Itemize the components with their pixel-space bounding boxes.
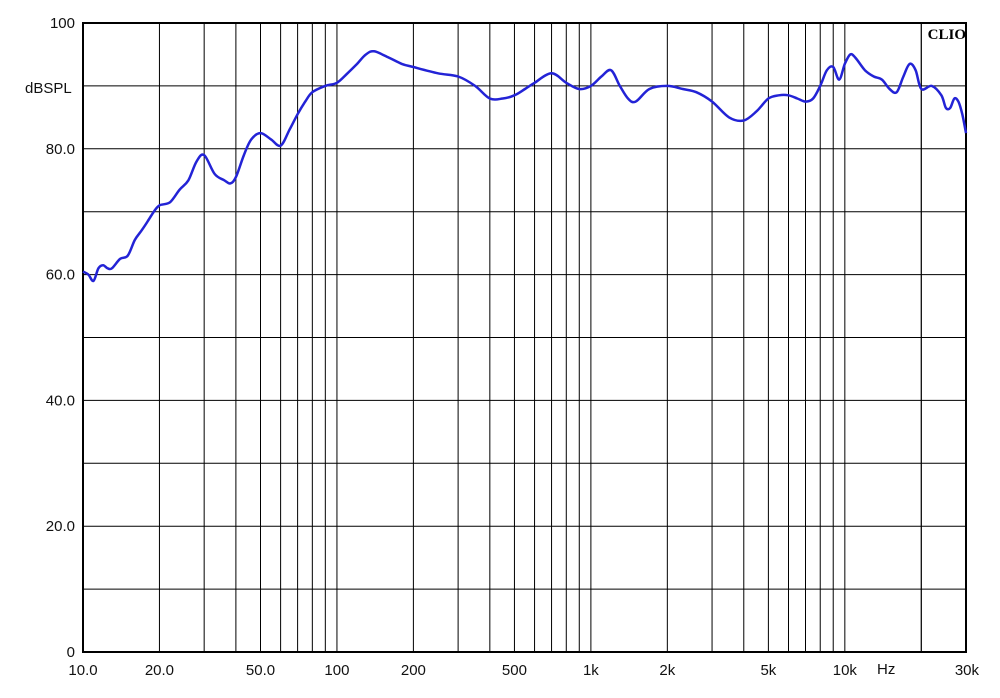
x-tick-label: 100	[324, 662, 349, 679]
x-tick-label: 10.0	[68, 662, 97, 679]
x-tick-label: 2k	[659, 662, 675, 679]
response-curve	[82, 49, 968, 283]
y-tick-label: 100	[50, 15, 75, 32]
grid-lines	[83, 23, 966, 652]
x-tick-label: 10k	[833, 662, 858, 679]
y-tick-label: 0	[67, 644, 75, 661]
x-tick-label: 500	[502, 662, 527, 679]
x-tick-label: 20.0	[145, 662, 174, 679]
x-tick-label: 30k	[955, 662, 980, 679]
y-tick-label: 60.0	[46, 267, 75, 284]
x-tick-label: 1k	[583, 662, 599, 679]
plot-frame	[82, 22, 967, 653]
y-tick-labels: 100 80.0 60.0 40.0 20.0 0	[46, 15, 75, 661]
x-tick-label: 200	[401, 662, 426, 679]
x-tick-label: 50.0	[246, 662, 275, 679]
y-tick-label: 80.0	[46, 141, 75, 158]
y-axis-label: dBSPL	[25, 80, 72, 97]
y-tick-label: 20.0	[46, 518, 75, 535]
x-tick-label: 5k	[760, 662, 776, 679]
y-tick-label: 40.0	[46, 392, 75, 409]
x-axis-label: Hz	[877, 661, 895, 678]
x-tick-labels: 10.0 20.0 50.0 100 200 500 1k 2k 5k 10k 30k	[68, 662, 979, 679]
clio-brand-label: CLIO	[928, 27, 966, 43]
curve-layer	[82, 49, 968, 283]
